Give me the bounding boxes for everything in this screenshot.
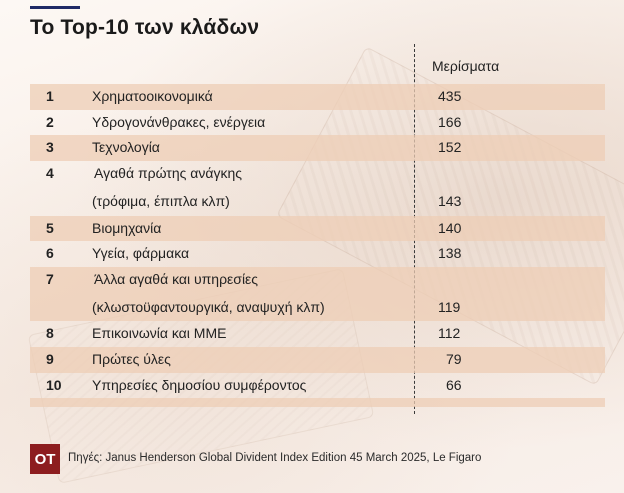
table-bottom-band [30,398,605,407]
row-value: 79 [446,351,462,367]
row-value: 152 [438,139,462,156]
row-rank: 9 [46,351,54,367]
publisher-logo: ΟΤ [30,444,60,474]
row-rank: 8 [46,325,54,342]
row-rank: 7 [46,270,54,287]
row-value: 140 [438,219,462,236]
row-value: 143 [438,192,462,209]
row-value: 66 [446,376,462,393]
table-row: 1 Χρηματοοικονομικά 435 [30,84,605,110]
row-rank: 1 [46,88,54,104]
table-row: 4 Αγαθά πρώτης ανάγκης (τρόφιμα, έπιπλα κλ… [30,161,605,215]
row-category: Αγαθά πρώτης ανάγκης [94,165,242,182]
column-header-dividends: Μερίσματα [432,58,500,74]
row-rank: 2 [46,113,54,130]
table-row: 2 Υδρογονάνθρακες, ενέργεια 166 [30,110,605,136]
table-row: 5 Βιομηχανία 140 [30,215,605,242]
row-category: Υγεία, φάρμακα [92,245,190,262]
table-row: 6 Υγεία, φάρμακα 138 [30,241,605,267]
row-category: Πρώτες ύλες [92,351,171,367]
row-value: 166 [438,113,462,130]
table-row: 9 Πρώτες ύλες 79 [30,347,605,373]
row-category: Υπηρεσίες δημοσίου συμφέροντος [92,376,307,393]
row-category: Επικοινωνία και ΜΜΕ [92,325,227,342]
row-category: Τεχνολογία [92,139,160,156]
chart-title: Το Top-10 των κλάδων [30,16,260,39]
row-category: Άλλα αγαθά και υπηρεσίες [94,270,259,287]
row-rank: 5 [46,219,54,236]
row-category: Υδρογονάνθρακες, ενέργεια [92,113,266,130]
row-rank: 3 [46,139,54,156]
row-category: Χρηματοοικονομικά [92,88,213,104]
row-rank: 6 [46,245,54,262]
table-row: 7 Άλλα αγαθά και υπηρεσίες (κλωστοϋφαντουρ… [30,266,605,322]
row-value: 138 [438,245,462,262]
table-row: 3 Τεχνολογία 152 [30,135,605,162]
row-value: 435 [438,88,462,104]
source-note: Πηγές: Janus Henderson Global Divident I… [68,452,482,464]
row-rank: 4 [46,165,54,182]
row-category-detail: (κλωστοϋφαντουργικά, αναψυχή κλπ) [92,298,325,315]
row-category: Βιομηχανία [92,219,162,236]
table-row: 10 Υπηρεσίες δημοσίου συμφέροντος 66 [30,373,605,399]
row-value: 119 [438,298,461,315]
row-value: 112 [438,325,461,342]
table-row: 8 Επικοινωνία και ΜΜΕ 112 [30,321,605,347]
row-category-detail: (τρόφιμα, έπιπλα κλπ) [92,192,230,209]
accent-line [30,6,80,9]
row-rank: 10 [46,376,62,393]
